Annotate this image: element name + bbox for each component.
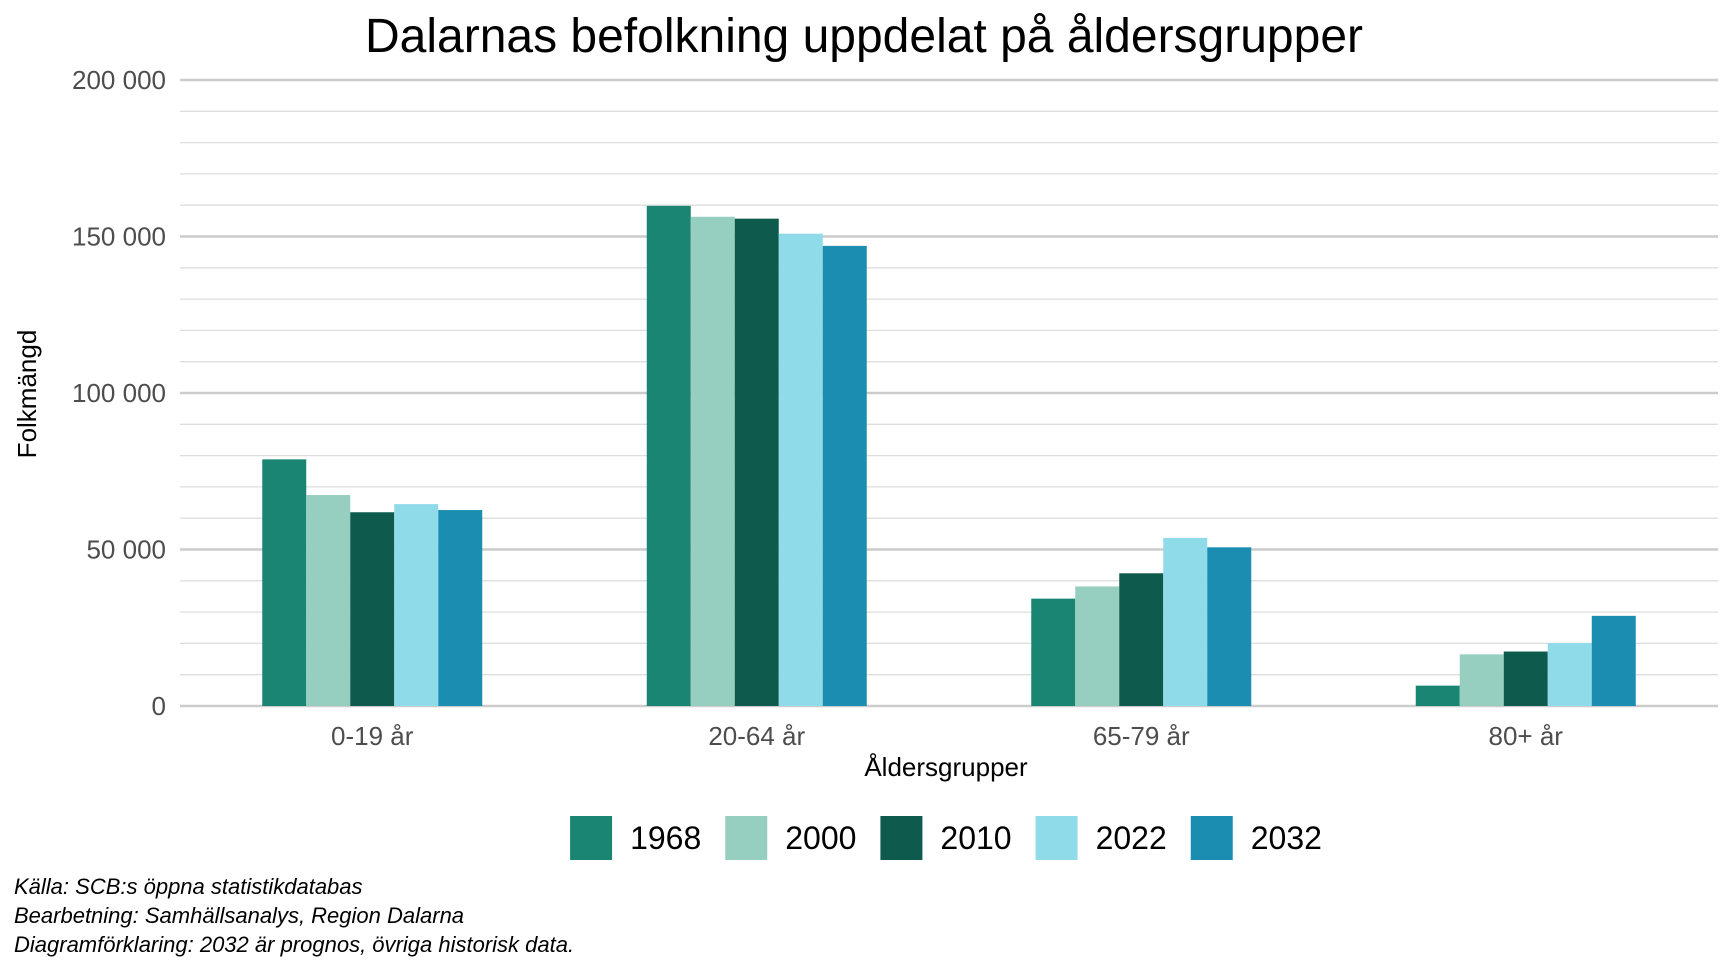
bar-1968-3 — [1031, 598, 1076, 706]
legend-key-2010 — [880, 816, 923, 860]
y-axis-ticks: 0 50 000 100 000 150 000 200 000 — [72, 65, 166, 721]
bar-2032-4 — [1591, 615, 1636, 706]
caption-explanation: Diagramförklaring: 2032 är prognos, övri… — [14, 932, 575, 957]
bar-2010-1 — [350, 512, 395, 706]
bar-2010-3 — [1119, 573, 1164, 706]
bar-2000-1 — [306, 495, 351, 706]
legend-key-2032 — [1190, 816, 1233, 860]
legend-label: 1968 — [630, 820, 701, 856]
legend-key-2000 — [725, 816, 768, 860]
x-axis-label: Åldersgrupper — [864, 752, 1028, 782]
x-axis-ticks: 0-19 år 20-64 år 65-79 år 80+ år — [331, 721, 1563, 751]
chart-title: Dalarnas befolkning uppdelat på åldersgr… — [365, 10, 1363, 63]
bar-2000-3 — [1075, 586, 1120, 706]
x-tick-label: 0-19 år — [331, 721, 414, 751]
bar-2032-1 — [438, 510, 483, 706]
y-tick-label: 150 000 — [72, 222, 166, 252]
legend-label: 2032 — [1251, 820, 1322, 856]
bar-2000-2 — [690, 216, 735, 706]
legend: 1968 2000 2010 2022 2032 — [570, 816, 1322, 860]
caption-processing: Bearbetning: Samhällsanalys, Region Dala… — [14, 903, 465, 928]
bar-2010-2 — [734, 218, 779, 706]
y-tick-label: 50 000 — [86, 535, 166, 565]
bar-2022-1 — [394, 504, 439, 706]
bar-1968-2 — [646, 205, 691, 707]
bar-2010-4 — [1503, 651, 1548, 706]
legend-key-2022 — [1035, 816, 1078, 860]
y-tick-label: 100 000 — [72, 378, 166, 408]
bar-2022-3 — [1163, 537, 1208, 706]
bar-2022-4 — [1547, 643, 1592, 706]
bars — [262, 205, 1636, 707]
caption-source: Källa: SCB:s öppna statistikdatabas — [14, 874, 363, 899]
x-tick-label: 20-64 år — [708, 721, 805, 751]
legend-label: 2022 — [1096, 820, 1167, 856]
bar-2032-3 — [1207, 547, 1252, 706]
bar-2000-4 — [1459, 654, 1504, 706]
legend-label: 2000 — [785, 820, 856, 856]
bar-1968-1 — [262, 459, 307, 706]
bar-2022-2 — [778, 233, 823, 707]
x-tick-label: 80+ år — [1489, 721, 1564, 751]
legend-label: 2010 — [940, 820, 1011, 856]
legend-key-1968 — [570, 816, 613, 860]
x-tick-label: 65-79 år — [1093, 721, 1190, 751]
y-axis-label: Folkmängd — [12, 330, 42, 459]
y-tick-label: 0 — [152, 691, 166, 721]
bar-1968-4 — [1415, 685, 1460, 706]
bar-2032-2 — [822, 245, 867, 706]
y-tick-label: 200 000 — [72, 65, 166, 95]
